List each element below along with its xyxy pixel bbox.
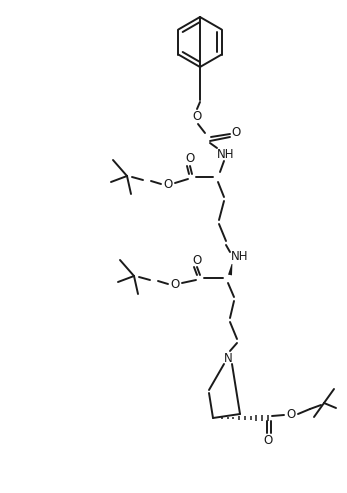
Text: O: O bbox=[192, 109, 202, 122]
Text: N: N bbox=[223, 352, 232, 364]
Text: O: O bbox=[163, 177, 172, 190]
Polygon shape bbox=[228, 264, 232, 276]
Text: O: O bbox=[231, 127, 240, 140]
Text: O: O bbox=[263, 433, 273, 447]
Text: O: O bbox=[192, 253, 202, 267]
Text: O: O bbox=[185, 152, 195, 166]
Text: O: O bbox=[170, 278, 180, 290]
Text: NH: NH bbox=[217, 147, 235, 161]
Text: NH: NH bbox=[231, 250, 249, 263]
Text: O: O bbox=[286, 408, 296, 421]
